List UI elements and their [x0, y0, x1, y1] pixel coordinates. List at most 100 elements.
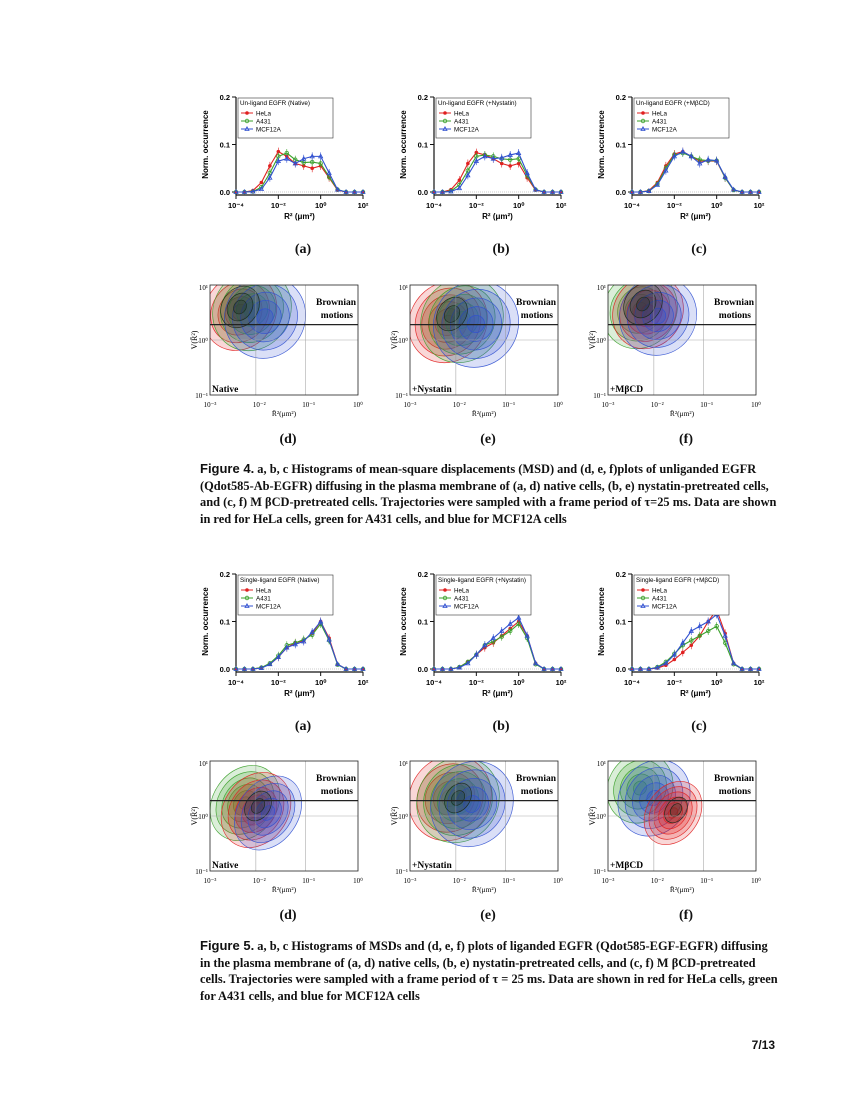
hist-x-label: R² (μm²): [284, 212, 315, 221]
density-x-tick-label: 10⁰: [553, 877, 563, 885]
hist-legend: Single-ligand EGFR (+Nystatin) HeLaA431MC…: [435, 574, 532, 616]
hist-y-tick-label: 0.2: [220, 93, 230, 102]
point-mcf12a: [343, 665, 349, 671]
point-hela: [259, 180, 264, 185]
density-y-tick-label: 10¹: [597, 284, 606, 292]
density-contour: [463, 795, 481, 813]
hist-title: Single-ligand EGFR (+Nystatin): [438, 577, 526, 584]
legend-label-mcf12a: MCF12A: [652, 127, 678, 134]
point-mcf12a: [241, 665, 248, 671]
point-mcf12a: [326, 636, 332, 642]
hist-x-tick-label: 10⁻²: [271, 678, 286, 687]
legend-label-mcf12a: MCF12A: [256, 604, 282, 611]
point-mcf12a: [756, 665, 762, 671]
condition-label: Native: [212, 861, 238, 871]
density-x-tick-label: 10⁻²: [651, 877, 664, 885]
point-hela: [516, 161, 521, 166]
point-mcf12a: [267, 661, 273, 667]
density-x-tick-label: 10⁻³: [404, 401, 417, 409]
point-mcf12a: [267, 174, 273, 180]
density-contour: [444, 782, 472, 814]
hist-x-tick-label: 10⁻⁴: [228, 201, 244, 210]
hist-x-tick-label: 10²: [358, 678, 369, 687]
density-x-label: R̄²(μm²): [472, 409, 497, 418]
point-mcf12a: [663, 167, 669, 173]
histogram-panel-c: 0.2 0.1 0.0 10⁻⁴ 10⁻² 10⁰ 10² Norm. occurrence R…: [594, 90, 765, 221]
density-y-tick-label: 10⁰: [596, 813, 606, 821]
density-contour: [669, 803, 683, 817]
point-mcf12a: [360, 665, 366, 671]
panel-label-c: (c): [691, 242, 707, 257]
point-mcf12a: [275, 158, 282, 164]
point-mcf12a: [558, 665, 564, 671]
brownian-label: Brownian: [316, 298, 357, 308]
density-contour: [649, 307, 667, 325]
point-mcf12a: [490, 635, 496, 641]
hist-x-tick-label: 10⁻⁴: [426, 201, 442, 210]
panel-label-e: (e): [480, 432, 496, 447]
hist-title: Un-ligand EGFR (Native): [240, 100, 310, 107]
density-contour: [248, 300, 282, 334]
series-line-hela: [236, 150, 363, 193]
point-mcf12a: [541, 665, 547, 671]
point-mcf12a: [360, 188, 366, 194]
hist-y-tick-label: 0.2: [220, 570, 230, 579]
point-mcf12a: [326, 169, 332, 175]
density-contour: [450, 790, 466, 806]
hist-x-label: R² (μm²): [284, 689, 315, 698]
hist-y-tick-label: 0.1: [220, 618, 230, 627]
hist-y-tick-label: 0.0: [418, 188, 428, 197]
point-mcf12a: [671, 651, 678, 657]
condition-label: +MβCD: [610, 861, 643, 871]
density-panel-e: Brownian motions +Nystatin 10¹ 10⁰ 10⁻¹ V(R̄²)…: [390, 282, 565, 418]
point-a431: [516, 621, 521, 627]
density-y-tick-label: 10⁰: [596, 337, 606, 345]
condition-label: Native: [212, 385, 238, 395]
hist-x-tick-label: 10²: [556, 201, 567, 210]
density-x-label: R̄²(μm²): [272, 885, 297, 894]
density-x-label: R̄²(μm²): [670, 409, 695, 418]
series-line-hela: [434, 620, 561, 670]
hist-y-tick-label: 0.1: [616, 618, 626, 627]
point-mcf12a: [439, 188, 446, 194]
density-x-tick-label: 10⁻²: [453, 401, 466, 409]
histogram-panel-a: 0.2 0.1 0.0 10⁻⁴ 10⁻² 10⁰ 10² Norm. occurrence R…: [198, 90, 369, 221]
legend-label-a431: A431: [454, 596, 469, 603]
point-mcf12a: [671, 153, 678, 159]
point-mcf12a: [465, 660, 471, 666]
point-mcf12a: [343, 188, 349, 194]
point-mcf12a: [284, 155, 290, 161]
brownian-label: Brownian: [516, 774, 557, 784]
density-contour: [643, 781, 703, 845]
point-hela: [499, 161, 504, 166]
point-mcf12a: [317, 153, 324, 159]
hist-y-label: Norm. occurrence: [201, 587, 210, 656]
density-contour: [634, 292, 682, 340]
hist-x-tick-label: 10⁻⁴: [624, 201, 640, 210]
series-line-a431: [236, 622, 363, 670]
point-mcf12a: [499, 154, 505, 160]
legend-label-a431: A431: [652, 596, 667, 603]
histogram-panel-c: 0.2 0.1 0.0 10⁻⁴ 10⁻² 10⁰ 10² Norm. occurrence R…: [594, 567, 765, 698]
motions-label: motions: [719, 311, 752, 321]
density-y-label: V(R̄²): [190, 330, 199, 349]
hist-y-label: Norm. occurrence: [399, 110, 408, 179]
point-hela: [457, 178, 462, 182]
point-mcf12a: [334, 186, 341, 192]
density-x-tick-label: 10⁻¹: [302, 401, 315, 409]
hist-legend: Single-ligand EGFR (Native) HeLaA431MCF12…: [237, 574, 334, 616]
panel-label-f: (f): [679, 432, 693, 447]
hist-y-tick-label: 0.1: [616, 141, 626, 150]
density-y-tick-label: 10¹: [399, 284, 408, 292]
point-mcf12a: [490, 155, 496, 161]
point-mcf12a: [309, 628, 315, 634]
point-mcf12a: [637, 665, 644, 671]
series-line-a431: [632, 625, 759, 670]
series-line-mcf12a: [236, 155, 363, 193]
hist-title: Un-ligand EGFR (+MβCD): [636, 100, 710, 107]
legend-label-mcf12a: MCF12A: [256, 127, 282, 134]
point-mcf12a: [317, 618, 324, 624]
brownian-label: Brownian: [516, 298, 557, 308]
density-x-label: R̄²(μm²): [670, 885, 695, 894]
